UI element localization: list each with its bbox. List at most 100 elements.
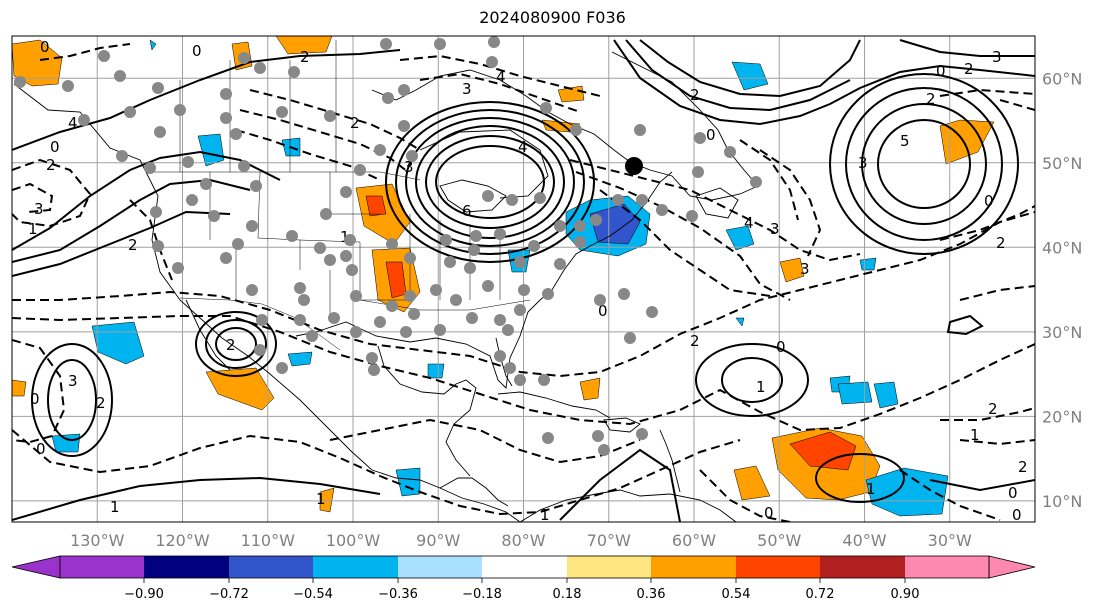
station-marker — [540, 102, 552, 114]
station-marker — [408, 308, 420, 320]
contour-label: 0 — [30, 390, 40, 408]
shade-blue — [859, 257, 877, 271]
shade-orange — [779, 257, 805, 283]
contour-dashed — [569, 159, 861, 262]
station-marker — [502, 324, 514, 336]
contour-label: 2 — [1018, 458, 1028, 476]
shade-blue — [731, 61, 769, 91]
station-marker — [220, 88, 232, 100]
station-marker — [276, 106, 288, 118]
contour-label: 4 — [518, 138, 528, 156]
station-marker — [656, 204, 668, 216]
contour-label: 2 — [690, 332, 700, 350]
contour-line — [12, 476, 381, 521]
colorbar-tick-label: 0.90 — [891, 587, 920, 602]
station-marker — [554, 258, 566, 270]
coastline-yucatan — [377, 345, 477, 477]
station-marker — [724, 146, 736, 158]
colorbar-tick-label: −0.18 — [462, 587, 502, 602]
contour-label: 0 — [50, 138, 60, 156]
station-marker — [324, 254, 336, 266]
station-marker — [440, 234, 452, 246]
coastline-lakes — [439, 179, 507, 213]
contour-ring — [215, 327, 257, 361]
lat-tick-label: 60°N — [1042, 69, 1082, 88]
contour-label: 3 — [68, 372, 78, 390]
contour-dashed — [699, 469, 791, 522]
station-marker — [366, 352, 378, 364]
station-marker — [276, 362, 288, 374]
contour-label: 5 — [900, 132, 910, 150]
contour-ring — [695, 343, 809, 417]
contour-line — [929, 479, 1035, 492]
station-marker — [468, 244, 480, 256]
contour-label: 3 — [462, 80, 472, 98]
station-marker — [488, 36, 500, 48]
shade-blue — [197, 133, 225, 167]
colorbar-tick-label: −0.90 — [124, 587, 164, 602]
contour-label: 0 — [764, 504, 774, 522]
colorbar-extend-high — [988, 555, 1036, 579]
station-marker — [350, 290, 362, 302]
contour-dashed — [939, 88, 1035, 97]
station-marker — [618, 288, 630, 300]
station-marker — [636, 194, 648, 206]
coastline-gulf — [295, 171, 673, 389]
contour-label: 1 — [316, 490, 326, 508]
contour-label: 0 — [598, 302, 608, 320]
station-marker — [14, 76, 26, 88]
contour-label: 2 — [128, 236, 138, 254]
station-marker — [254, 344, 266, 356]
contour-ring — [845, 87, 1003, 241]
station-marker — [328, 312, 340, 324]
contour-label: 1 — [970, 426, 980, 444]
contour-label: 0 — [984, 192, 994, 210]
contour-label: 1 — [340, 228, 350, 246]
coastlines — [13, 51, 759, 522]
lon-tick-label: 110°W — [241, 531, 296, 550]
contour-dashed — [959, 439, 1035, 446]
contour-ring — [815, 453, 905, 503]
contour-line — [639, 39, 861, 98]
shade-orange — [12, 379, 27, 397]
colorbar-outline — [59, 555, 990, 579]
station-marker — [286, 230, 298, 242]
contour-dashed — [39, 43, 131, 61]
colorbar-bin — [567, 556, 651, 578]
shade-blue — [91, 321, 145, 365]
contour-label: 1 — [110, 498, 120, 516]
station-marker — [288, 66, 300, 78]
colorbar-tick-label: −0.36 — [378, 587, 418, 602]
colorbar-tick-label: −0.72 — [209, 587, 249, 602]
lat-tick-label: 10°N — [1042, 492, 1082, 511]
station-marker — [256, 314, 268, 326]
station-markers — [14, 36, 762, 456]
station-marker — [494, 228, 506, 240]
station-marker — [298, 294, 310, 306]
station-marker — [182, 156, 194, 168]
contour-dashed — [939, 205, 1035, 241]
coastline-hudson — [419, 129, 549, 199]
colorbar-tick-label: 0.18 — [553, 587, 582, 602]
colorbar-bin — [144, 556, 229, 578]
station-marker — [374, 144, 386, 156]
contour-label: 3 — [858, 154, 868, 172]
station-marker — [354, 164, 366, 176]
contour-label: 0 — [1008, 484, 1018, 502]
station-marker — [152, 240, 164, 252]
contour-ring — [31, 343, 113, 457]
highlight-station-marker — [625, 157, 643, 175]
station-marker — [320, 208, 332, 220]
contour-ring — [425, 135, 555, 229]
contour-ring — [395, 109, 585, 255]
station-marker — [634, 124, 646, 136]
contour-ring — [861, 103, 987, 225]
contour-label: 1 — [756, 378, 766, 396]
colorbar-tick-label: 0.36 — [637, 587, 666, 602]
contour-label: 3 — [992, 48, 1002, 66]
shade-orange — [319, 487, 335, 513]
station-marker — [466, 312, 478, 324]
colorbar-bin — [651, 556, 736, 578]
station-marker — [404, 290, 416, 302]
station-marker — [344, 234, 356, 246]
